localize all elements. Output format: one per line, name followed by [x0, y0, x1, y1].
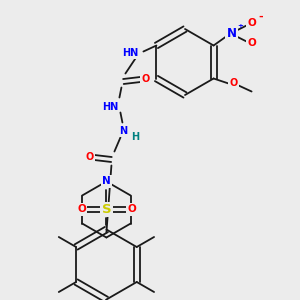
Text: O: O — [230, 79, 238, 88]
Text: +: + — [238, 23, 244, 29]
Text: N: N — [119, 127, 128, 136]
Text: HN: HN — [122, 49, 138, 58]
Text: HN: HN — [102, 101, 119, 112]
Text: O: O — [141, 74, 149, 85]
Text: S: S — [102, 203, 111, 216]
Text: O: O — [77, 205, 86, 214]
Text: N: N — [226, 27, 237, 40]
Text: O: O — [127, 205, 136, 214]
Text: N: N — [102, 176, 111, 187]
Text: -: - — [258, 11, 263, 22]
Text: H: H — [131, 131, 140, 142]
Text: O: O — [247, 19, 256, 28]
Text: O: O — [247, 38, 256, 49]
Text: O: O — [85, 152, 94, 163]
